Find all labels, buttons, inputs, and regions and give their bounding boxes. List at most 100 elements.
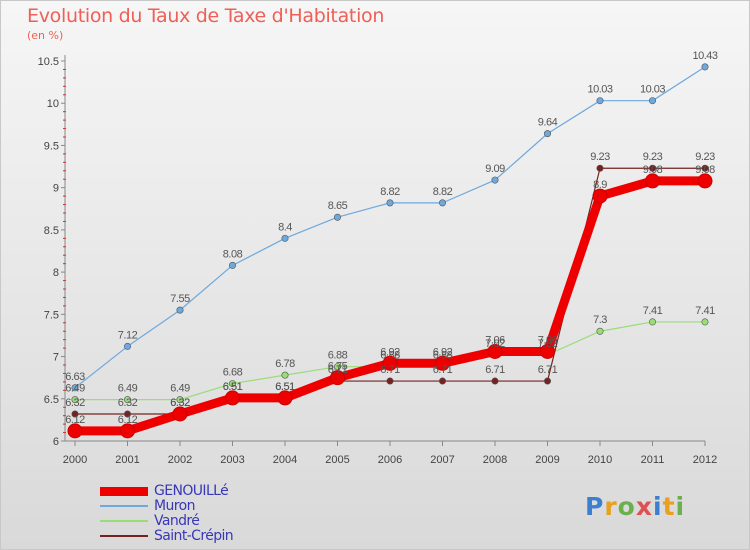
data-label: 8.82 [380, 186, 400, 198]
data-label: 6.71 [485, 364, 505, 376]
y-tick-label: 10.5 [38, 56, 59, 68]
data-label: 9.08 [695, 164, 715, 176]
data-point [225, 390, 240, 406]
data-point [71, 396, 79, 404]
data-label: 6.32 [65, 397, 85, 409]
data-point [491, 377, 499, 385]
data-point [645, 173, 660, 189]
data-label: 7.06 [485, 334, 505, 346]
data-point [71, 410, 79, 418]
data-point [176, 396, 184, 404]
data-point [229, 380, 237, 388]
y-tick-label: 9 [53, 183, 59, 195]
x-tick-label: 2002 [168, 454, 192, 466]
data-point [386, 199, 394, 207]
data-point [435, 355, 450, 371]
x-tick-label: 2006 [378, 454, 402, 466]
data-point [592, 188, 608, 204]
data-label: 7.06 [538, 334, 558, 346]
logo-letter: i [653, 492, 663, 521]
data-label: 6.88 [328, 350, 348, 362]
y-tick-label: 6 [53, 436, 59, 448]
data-label: 10.03 [587, 84, 612, 96]
legend-label: Saint-Crépin [154, 528, 234, 544]
data-label: 8.08 [223, 248, 243, 260]
x-tick-label: 2009 [535, 454, 559, 466]
data-label: 9.23 [643, 151, 663, 163]
data-label: 6.49 [118, 383, 138, 395]
data-label: 6.78 [275, 358, 295, 370]
data-point [438, 377, 446, 385]
data-label: 10.43 [692, 50, 717, 62]
x-tick-label: 2003 [220, 454, 244, 466]
data-label: 6.51 [275, 381, 295, 393]
y-tick-label: 10 [47, 98, 59, 110]
data-point [229, 261, 237, 269]
x-tick-label: 2000 [63, 454, 87, 466]
data-label: 8.9 [593, 179, 607, 191]
data-label: 7.55 [170, 293, 190, 305]
proxiti-logo: Proxiti [585, 492, 685, 521]
data-label: 7.41 [643, 305, 663, 317]
x-tick-label: 2011 [641, 454, 665, 466]
data-label: 9.23 [695, 151, 715, 163]
y-tick-label: 7.5 [44, 309, 59, 321]
data-label: 9.08 [643, 164, 663, 176]
data-label: 6.92 [380, 346, 400, 358]
y-tick-label: 6.5 [44, 394, 59, 406]
data-point [540, 343, 555, 359]
data-point [701, 164, 709, 172]
series-1 [71, 63, 709, 392]
x-tick-label: 2008 [483, 454, 507, 466]
data-point [120, 423, 135, 439]
x-tick-label: 2007 [430, 454, 454, 466]
x-tick-label: 2005 [325, 454, 349, 466]
data-label: 6.71 [538, 364, 558, 376]
legend-swatch [100, 535, 148, 537]
legend-label: Muron [154, 498, 195, 514]
data-label: 6.71 [433, 364, 453, 376]
logo-letter: x [635, 492, 653, 521]
data-point [491, 176, 499, 184]
data-label: 6.88 [380, 350, 400, 362]
data-point [382, 355, 398, 371]
data-point [71, 384, 79, 392]
data-label: 9.09 [485, 163, 505, 175]
y-tick-label: 8 [53, 267, 59, 279]
data-label: 6.32 [118, 397, 138, 409]
data-point [701, 318, 709, 326]
data-point [333, 363, 341, 371]
data-point [277, 390, 293, 406]
data-point [543, 130, 551, 138]
data-label: 6.92 [433, 346, 453, 358]
data-point [487, 343, 503, 359]
data-point [543, 377, 551, 385]
data-label: 8.4 [278, 221, 292, 233]
chart-title: Evolution du Taux de Taxe d'Habitation [27, 5, 385, 27]
data-label: 7.41 [695, 305, 715, 317]
data-label: 6.88 [433, 350, 453, 362]
data-label: 7.02 [485, 338, 505, 350]
data-point [438, 199, 446, 207]
legend-swatch [100, 505, 148, 507]
data-label: 8.82 [433, 186, 453, 198]
logo-letter: P [585, 492, 605, 521]
legend-swatch [100, 520, 148, 522]
logo-letter: o [617, 492, 636, 521]
data-label: 7.3 [593, 314, 607, 326]
data-label: 6.32 [170, 397, 190, 409]
data-point [648, 97, 656, 105]
data-point [596, 327, 604, 335]
data-point [67, 423, 83, 439]
logo-letter: t [662, 492, 676, 521]
data-point [333, 213, 341, 221]
legend-label: Vandré [154, 513, 200, 529]
data-point [596, 97, 604, 105]
data-label: 9.23 [590, 151, 610, 163]
chart-subtitle: (en %) [27, 29, 64, 42]
y-tick-label: 8.5 [44, 225, 59, 237]
data-label: 6.51 [223, 381, 243, 393]
data-label: 10.03 [640, 84, 665, 96]
data-point [330, 370, 345, 386]
